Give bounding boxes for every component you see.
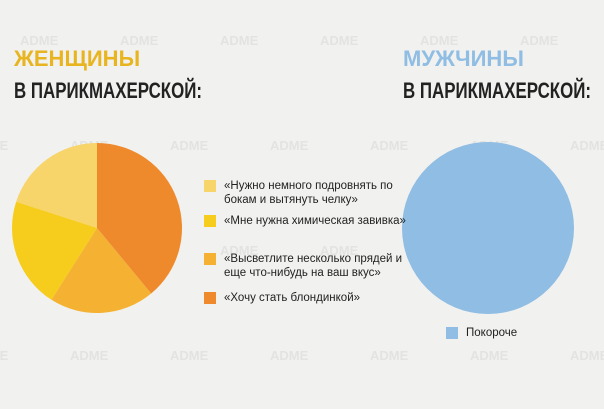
- chart-title: ЖЕНЩИНЫ: [13, 46, 140, 71]
- watermark: ADME: [0, 348, 9, 363]
- legend-label: «Высветлите несколько прядей и еще что-н…: [224, 253, 403, 279]
- watermark: ADME: [270, 138, 309, 153]
- watermark: ADME: [570, 348, 604, 363]
- legend-swatch: [204, 215, 216, 227]
- chart-title: МУЖЧИНЫ: [403, 46, 524, 71]
- watermark: ADME: [320, 243, 359, 258]
- watermark: ADME: [220, 243, 259, 258]
- watermark: ADME: [470, 348, 509, 363]
- watermark: ADME: [220, 33, 259, 48]
- legend-swatch: [204, 180, 216, 192]
- watermark: ADME: [0, 138, 9, 153]
- pie-slice: [11, 201, 98, 300]
- chart-subtitle: В ПАРИКМАХЕРСКОЙ:: [14, 78, 202, 103]
- watermark: ADME: [170, 138, 209, 153]
- legend-label: «Нужно немного подровнять по бокам и выт…: [224, 180, 393, 206]
- watermark: ADME: [70, 348, 109, 363]
- legend-swatch: [204, 253, 216, 265]
- pie-slice: [16, 143, 98, 228]
- legend-swatch: [204, 292, 216, 304]
- pie-slice: [51, 228, 152, 314]
- watermark: ADME: [420, 33, 459, 48]
- legend-swatch: [446, 327, 458, 339]
- watermark: ADME: [270, 348, 309, 363]
- chart-subtitle: В ПАРИКМАХЕРСКОЙ:: [403, 78, 591, 103]
- legend-label: Покороче: [466, 327, 518, 339]
- watermark: ADME: [120, 33, 159, 48]
- watermark: ADME: [520, 33, 559, 48]
- watermark: ADME: [320, 33, 359, 48]
- watermark: ADME: [570, 138, 604, 153]
- legend-label: «Хочу стать блондинкой»: [224, 292, 361, 304]
- watermark: ADME: [370, 138, 409, 153]
- pie-slice: [97, 143, 182, 294]
- watermark: ADME: [170, 348, 209, 363]
- watermark: ADME: [370, 348, 409, 363]
- pie-slice: [402, 142, 574, 314]
- watermark: ADME: [20, 33, 59, 48]
- legend-label: «Мне нужна химическая завивка»: [224, 215, 406, 227]
